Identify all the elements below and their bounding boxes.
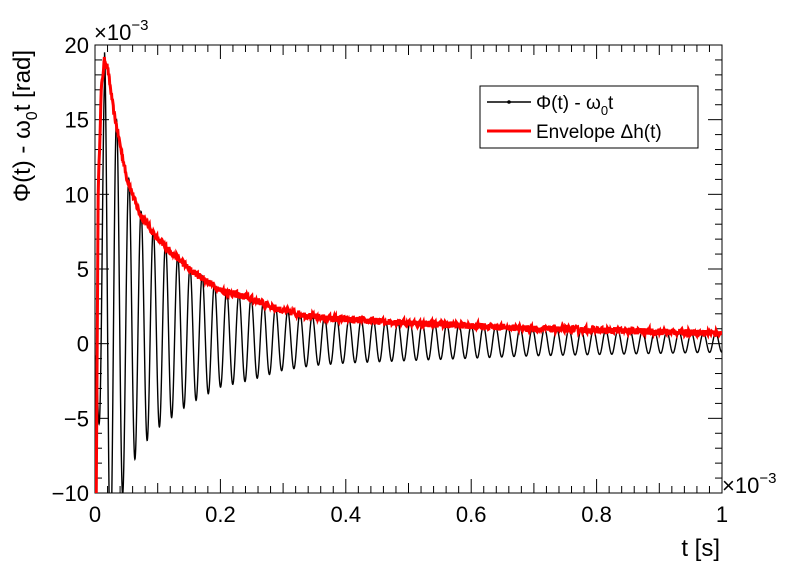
legend-marker-phase (507, 100, 511, 104)
y-tick-label: 0 (77, 332, 89, 357)
x-multiplier: ×10−3 (722, 470, 776, 498)
x-tick-label: 0.6 (456, 502, 487, 527)
x-tick-label: 0.4 (331, 502, 362, 527)
x-axis-title: t [s] (681, 535, 720, 562)
x-tick-label: 0.8 (581, 502, 612, 527)
series-envelope-line (95, 56, 722, 493)
y-tick-label: 10 (65, 182, 89, 207)
y-tick-label: 15 (65, 108, 89, 133)
legend-label-phase: Φ(t) - ω0t (536, 93, 614, 118)
y-tick-label: 5 (77, 257, 89, 282)
y-tick-label: −10 (52, 481, 89, 506)
x-tick-label: 0 (89, 502, 101, 527)
legend-label-envelope: Envelope Δh(t) (536, 122, 662, 143)
legend-box (479, 85, 699, 149)
y-tick-label: 20 (65, 33, 89, 58)
x-tick-label: 1 (716, 502, 728, 527)
y-tick-label: −5 (64, 406, 89, 431)
y-multiplier: ×10−3 (94, 17, 148, 45)
y-axis-title: Φ(t) - ω0t [rad] (9, 50, 41, 202)
legend: Φ(t) - ω0t Envelope Δh(t) (479, 85, 699, 149)
tick-labels: 0 0.2 0.4 0.6 0.8 1 −10 −5 0 5 10 15 20 (52, 33, 728, 527)
x-tick-label: 0.2 (205, 502, 236, 527)
